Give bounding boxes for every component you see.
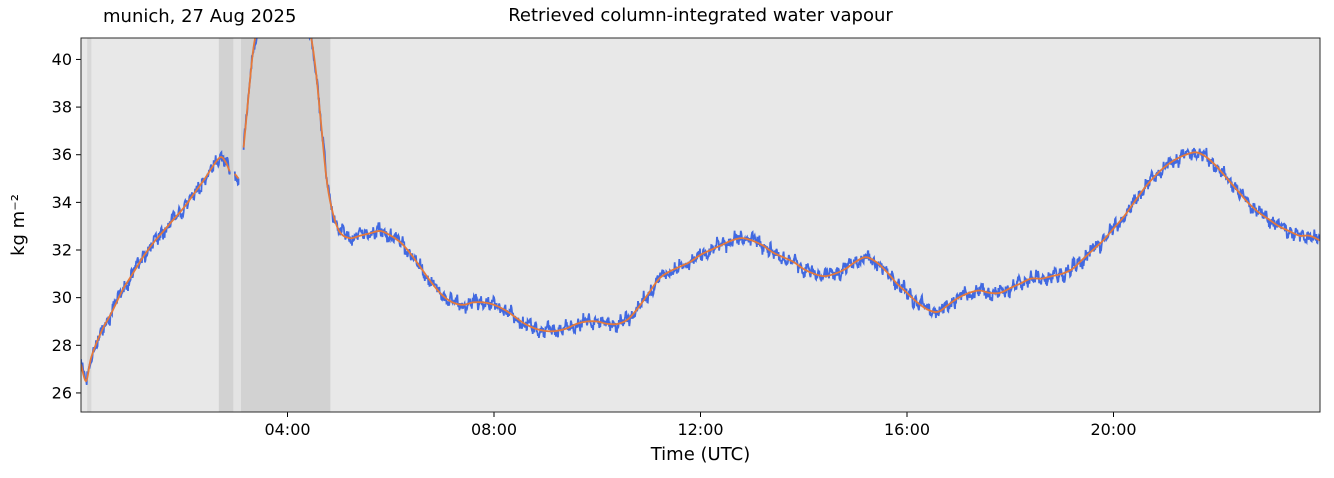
x-tick-label: 08:00: [471, 420, 517, 439]
y-tick-label: 26: [52, 383, 72, 402]
retrieved-series-line: [233, 171, 240, 187]
axes-frame: [80, 37, 1321, 413]
x-tick-label: 16:00: [884, 420, 930, 439]
x-tick-label: 20:00: [1090, 420, 1136, 439]
y-tick-label: 40: [52, 50, 72, 69]
y-tick-label: 28: [52, 336, 72, 355]
flagged-period-region: [87, 38, 92, 412]
chart-title: Retrieved column-integrated water vapour: [508, 5, 893, 26]
smoothed-series-line: [242, 38, 1320, 333]
station-date-label: munich, 27 Aug 2025: [103, 6, 297, 27]
x-axis-label: Time (UTC): [650, 444, 751, 465]
retrieved-series-line: [81, 149, 231, 386]
x-tick-label: 04:00: [264, 420, 310, 439]
y-tick-label: 30: [52, 288, 72, 307]
y-axis-label: kg m⁻²: [8, 194, 29, 256]
smoothed-series-line: [234, 173, 240, 180]
y-tick-label: 32: [52, 241, 72, 260]
y-tick-label: 38: [52, 98, 72, 117]
smoothed-series-line: [81, 156, 231, 382]
y-tick-label: 36: [52, 145, 72, 164]
flagged-period-region: [233, 38, 242, 412]
y-tick-label: 34: [52, 193, 72, 212]
retrieved-series-line: [242, 38, 1320, 339]
x-tick-label: 12:00: [677, 420, 723, 439]
